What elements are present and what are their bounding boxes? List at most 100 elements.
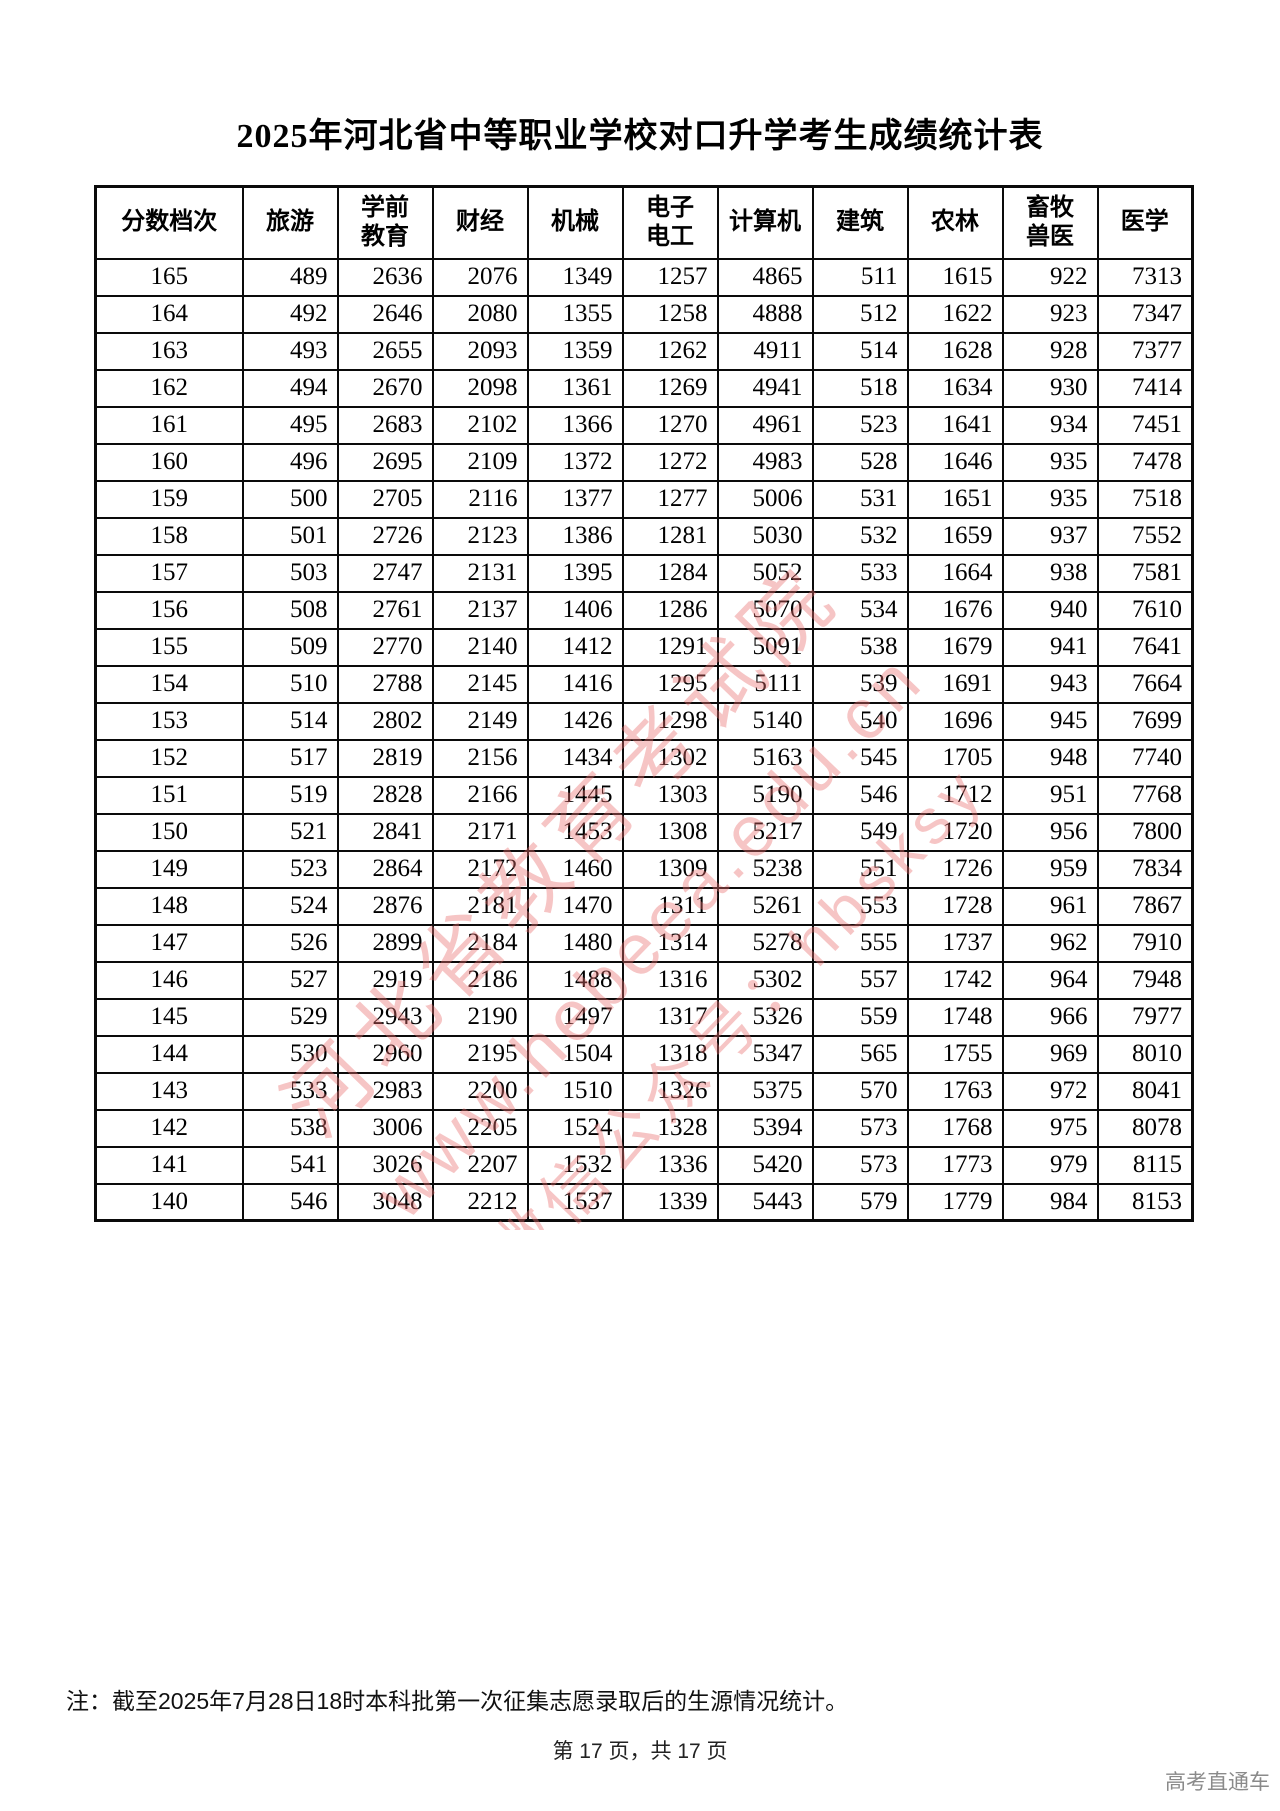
count-cell: 2828: [336, 775, 434, 815]
count-cell: 951: [1001, 775, 1099, 815]
count-cell: 972: [1001, 1071, 1099, 1111]
count-cell: 7800: [1096, 812, 1194, 852]
header-cell: 学前 教育: [336, 185, 434, 260]
score-tier-cell: 165: [94, 257, 244, 297]
count-cell: 1303: [621, 775, 719, 815]
count-cell: 529: [241, 997, 339, 1037]
count-cell: 493: [241, 331, 339, 371]
count-cell: 2140: [431, 627, 529, 667]
count-cell: 2186: [431, 960, 529, 1000]
count-cell: 5375: [716, 1071, 814, 1111]
count-cell: 961: [1001, 886, 1099, 926]
count-cell: 2864: [336, 849, 434, 889]
count-cell: 5091: [716, 627, 814, 667]
count-cell: 7910: [1096, 923, 1194, 963]
score-tier-cell: 142: [94, 1108, 244, 1148]
count-cell: 1622: [906, 294, 1004, 334]
table-row: 145 529 2943 2190 1497 1317 5326 559 1748 966 7977: [94, 997, 1194, 1037]
count-cell: 1326: [621, 1071, 719, 1111]
count-cell: 538: [811, 627, 909, 667]
count-cell: 1286: [621, 590, 719, 630]
table-row: 144 530 2960 2195 1504 1318 5347 565 1755 969 8010: [94, 1034, 1194, 1074]
count-cell: 962: [1001, 923, 1099, 963]
table-row: 164 492 2646 2080 1355 1258 4888 512 1622 923 7347: [94, 294, 1194, 334]
table-row: 154 510 2788 2145 1416 1295 5111 539 1691 943 7664: [94, 664, 1194, 704]
count-cell: 7948: [1096, 960, 1194, 1000]
count-cell: 538: [241, 1108, 339, 1148]
count-cell: 2149: [431, 701, 529, 741]
count-cell: 923: [1001, 294, 1099, 334]
count-cell: 1258: [621, 294, 719, 334]
table-row: 153 514 2802 2149 1426 1298 5140 540 1696 945 7699: [94, 701, 1194, 741]
count-cell: 941: [1001, 627, 1099, 667]
count-cell: 7768: [1096, 775, 1194, 815]
count-cell: 1395: [526, 553, 624, 593]
count-cell: 2761: [336, 590, 434, 630]
count-cell: 1386: [526, 516, 624, 556]
count-cell: 526: [241, 923, 339, 963]
count-cell: 2960: [336, 1034, 434, 1074]
count-cell: 492: [241, 294, 339, 334]
table-row: 150 521 2841 2171 1453 1308 5217 549 1720 956 7800: [94, 812, 1194, 852]
table-row: 159 500 2705 2116 1377 1277 5006 531 1651 935 7518: [94, 479, 1194, 519]
count-cell: 1664: [906, 553, 1004, 593]
count-cell: 5261: [716, 886, 814, 926]
count-cell: 545: [811, 738, 909, 778]
score-tier-cell: 153: [94, 701, 244, 741]
score-tier-cell: 149: [94, 849, 244, 889]
count-cell: 1755: [906, 1034, 1004, 1074]
table-row: 142 538 3006 2205 1524 1328 5394 573 1768 975 8078: [94, 1108, 1194, 1148]
count-cell: 3026: [336, 1145, 434, 1185]
count-cell: 5006: [716, 479, 814, 519]
score-tier-cell: 157: [94, 553, 244, 593]
count-cell: 532: [811, 516, 909, 556]
count-cell: 1679: [906, 627, 1004, 667]
count-cell: 4888: [716, 294, 814, 334]
count-cell: 1318: [621, 1034, 719, 1074]
count-cell: 935: [1001, 479, 1099, 519]
count-cell: 1728: [906, 886, 1004, 926]
count-cell: 7581: [1096, 553, 1194, 593]
count-cell: 2770: [336, 627, 434, 667]
count-cell: 5238: [716, 849, 814, 889]
count-cell: 1628: [906, 331, 1004, 371]
table-row: 151 519 2828 2166 1445 1303 5190 546 1712 951 7768: [94, 775, 1194, 815]
count-cell: 1277: [621, 479, 719, 519]
count-cell: 1634: [906, 368, 1004, 408]
count-cell: 2695: [336, 442, 434, 482]
count-cell: 1712: [906, 775, 1004, 815]
count-cell: 2655: [336, 331, 434, 371]
count-cell: 7451: [1096, 405, 1194, 445]
count-cell: 494: [241, 368, 339, 408]
count-cell: 2207: [431, 1145, 529, 1185]
count-cell: 5030: [716, 516, 814, 556]
count-cell: 8010: [1096, 1034, 1194, 1074]
count-cell: 1361: [526, 368, 624, 408]
count-cell: 1281: [621, 516, 719, 556]
count-cell: 551: [811, 849, 909, 889]
count-cell: 2181: [431, 886, 529, 926]
count-cell: 517: [241, 738, 339, 778]
count-cell: 2172: [431, 849, 529, 889]
count-cell: 1262: [621, 331, 719, 371]
count-cell: 7552: [1096, 516, 1194, 556]
count-cell: 495: [241, 405, 339, 445]
table-row: 152 517 2819 2156 1434 1302 5163 545 1705 948 7740: [94, 738, 1194, 778]
table-header-row: 分数档次 旅游 学前 教育 财经 机械 电子 电工 计算机 建筑 农林 畜牧 兽医 医学: [94, 185, 1194, 260]
count-cell: 1696: [906, 701, 1004, 741]
count-cell: 521: [241, 812, 339, 852]
count-cell: 2184: [431, 923, 529, 963]
count-cell: 1659: [906, 516, 1004, 556]
count-cell: 930: [1001, 368, 1099, 408]
header-cell: 分数档次: [94, 185, 244, 260]
count-cell: 4865: [716, 257, 814, 297]
count-cell: 519: [241, 775, 339, 815]
count-cell: 524: [241, 886, 339, 926]
count-cell: 565: [811, 1034, 909, 1074]
count-cell: 943: [1001, 664, 1099, 704]
count-cell: 5070: [716, 590, 814, 630]
table-row: 147 526 2899 2184 1480 1314 5278 555 1737 962 7910: [94, 923, 1194, 963]
count-cell: 579: [811, 1182, 909, 1222]
count-cell: 527: [241, 960, 339, 1000]
count-cell: 573: [811, 1145, 909, 1185]
